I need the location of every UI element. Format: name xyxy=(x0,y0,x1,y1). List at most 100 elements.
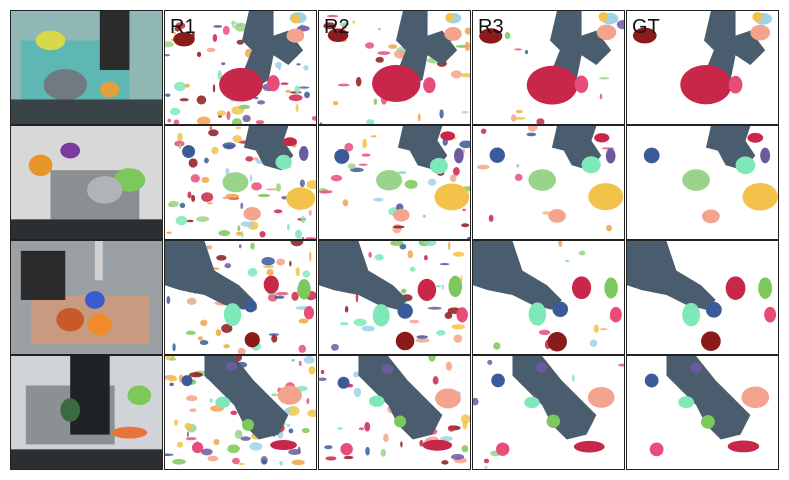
r2-mask-cell xyxy=(318,125,471,240)
photo-object xyxy=(28,154,53,177)
mask-noise-fragment xyxy=(169,382,174,387)
mask-image xyxy=(165,356,316,466)
mask-noise-fragment xyxy=(186,431,189,438)
mask-noise-fragment xyxy=(370,135,377,138)
mask-noise-fragment xyxy=(208,129,219,137)
mask-noise-fragment xyxy=(226,111,231,120)
mask-noise-fragment xyxy=(280,82,289,86)
mask-noise-fragment xyxy=(197,336,203,341)
mask-noise-fragment xyxy=(212,84,216,93)
photo-region xyxy=(70,356,110,435)
object-mask-mint xyxy=(215,396,231,408)
object-mask-green xyxy=(297,279,311,300)
mask-noise-fragment xyxy=(461,223,470,228)
object-mask-mint xyxy=(369,395,385,407)
mask-noise-fragment xyxy=(578,250,586,256)
mask-noise-fragment xyxy=(286,423,291,427)
mask-noise-fragment xyxy=(409,319,420,324)
mask-noise-fragment xyxy=(515,109,523,114)
photo-object xyxy=(56,307,85,332)
mask-noise-fragment xyxy=(362,138,367,149)
object-mask-mint xyxy=(223,303,242,327)
mask-noise-fragment xyxy=(487,359,493,365)
object-mask-salmon xyxy=(393,208,410,222)
object-mask-crimson xyxy=(594,133,610,143)
mask-noise-fragment xyxy=(339,22,350,27)
object-mask-pink xyxy=(649,442,664,457)
mask-noise-fragment xyxy=(238,244,242,249)
mask-noise-fragment xyxy=(513,117,526,120)
mask-noise-fragment xyxy=(571,374,575,382)
mask-noise-fragment xyxy=(200,319,208,327)
mask-noise-fragment xyxy=(170,38,174,42)
object-mask-crimson xyxy=(571,276,592,300)
photo-object xyxy=(85,291,105,309)
object-mask-salmon xyxy=(243,206,261,221)
mask-noise-fragment xyxy=(300,215,306,224)
mask-noise-fragment xyxy=(237,225,241,232)
photo-image xyxy=(11,126,162,239)
mask-noise-fragment xyxy=(247,267,258,277)
object-mask-yellow xyxy=(598,12,609,22)
mask-noise-fragment xyxy=(324,445,333,450)
mask-noise-fragment xyxy=(205,245,213,250)
mask-noise-fragment xyxy=(191,194,196,202)
mask-noise-fragment xyxy=(268,333,280,336)
robot-arm-mask xyxy=(204,356,289,440)
object-mask-blue xyxy=(334,148,350,164)
mask-noise-fragment xyxy=(599,93,603,100)
mask-noise-fragment xyxy=(273,209,283,214)
mask-noise-fragment xyxy=(262,459,267,465)
mask-noise-fragment xyxy=(271,393,278,397)
photo-object xyxy=(87,313,112,336)
object-mask-yellow xyxy=(434,183,470,211)
object-mask-crimson xyxy=(263,275,279,294)
mask-noise-fragment xyxy=(223,344,230,349)
mask-image xyxy=(632,11,773,105)
object-mask-blue xyxy=(182,145,196,159)
mask-noise-fragment xyxy=(400,288,407,294)
column-label-r1: R1 xyxy=(170,16,196,38)
mask-noise-fragment xyxy=(441,284,445,290)
mask-noise-fragment xyxy=(166,231,172,235)
mask-noise-fragment xyxy=(288,428,294,434)
mask-noise-fragment xyxy=(190,174,200,183)
object-mask-dark_red xyxy=(244,332,260,348)
mask-noise-fragment xyxy=(473,397,479,406)
object-mask-light_green xyxy=(528,169,557,191)
mask-noise-fragment xyxy=(189,408,197,413)
object-mask-salmon xyxy=(435,388,461,409)
mask-noise-fragment xyxy=(207,201,213,205)
mask-noise-fragment xyxy=(165,41,174,48)
mask-noise-fragment xyxy=(461,111,469,114)
mask-noise-fragment xyxy=(186,395,198,402)
mask-noise-fragment xyxy=(409,266,416,272)
object-mask-blue xyxy=(337,376,350,389)
mask-noise-fragment xyxy=(222,142,236,149)
mask-noise-fragment xyxy=(240,436,251,441)
mask-noise-fragment xyxy=(353,318,367,327)
object-mask-crimson xyxy=(526,65,578,105)
mask-noise-fragment xyxy=(216,254,227,261)
mask-noise-fragment xyxy=(201,448,213,456)
robot-arm-mask xyxy=(165,241,254,310)
mask-noise-fragment xyxy=(366,119,375,124)
object-mask-crimson xyxy=(680,65,732,105)
mask-noise-fragment xyxy=(190,300,193,305)
object-mask-crimson xyxy=(725,276,746,300)
object-mask-salmon xyxy=(286,28,305,43)
object-mask-salmon xyxy=(702,209,720,224)
mask-noise-fragment xyxy=(256,100,266,105)
mask-noise-fragment xyxy=(308,209,312,216)
mask-noise-fragment xyxy=(251,182,263,191)
object-mask-pink xyxy=(303,306,315,320)
object-mask-salmon xyxy=(587,386,615,408)
object-mask-pink xyxy=(267,75,280,92)
mask-noise-fragment xyxy=(187,191,192,199)
object-mask-light_green xyxy=(376,170,403,191)
object-mask-mint xyxy=(528,302,547,326)
mask-noise-fragment xyxy=(419,439,424,447)
mask-noise-fragment xyxy=(238,104,251,110)
mask-noise-fragment xyxy=(275,183,282,192)
mask-noise-fragment xyxy=(305,237,316,239)
